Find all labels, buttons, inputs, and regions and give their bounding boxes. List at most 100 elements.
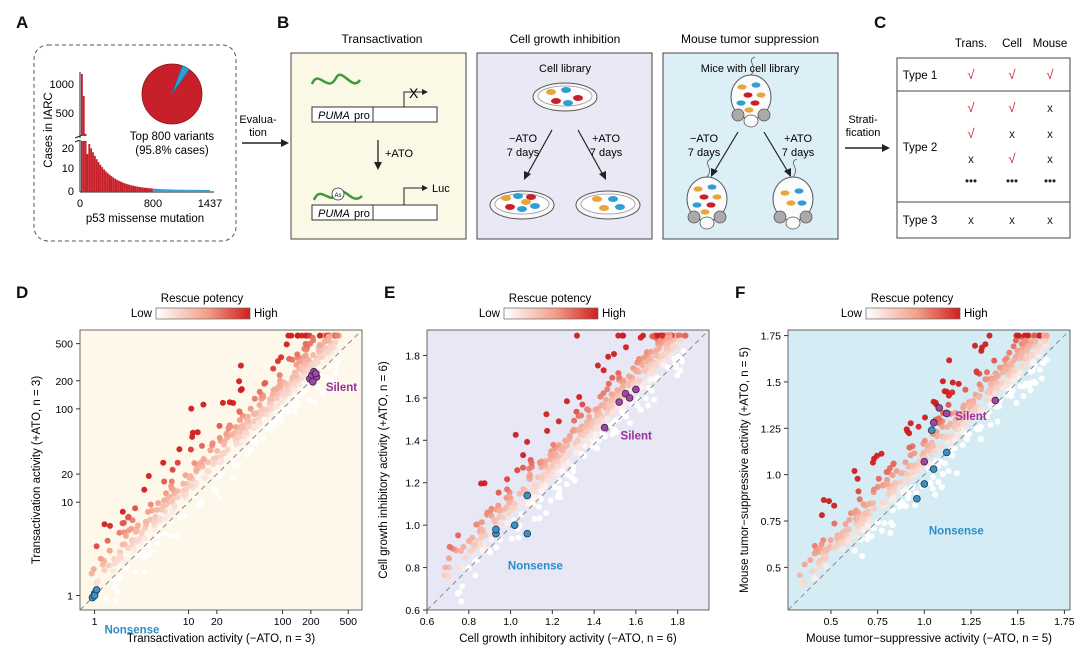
data-point [901, 502, 908, 509]
mouse-arrow-right [763, 131, 789, 173]
data-point [209, 440, 216, 447]
data-point [831, 520, 838, 527]
histogram-bar [165, 189, 168, 192]
tumor-cell [744, 107, 754, 113]
data-point [1027, 387, 1034, 394]
data-point [316, 353, 323, 360]
data-point [230, 458, 236, 465]
data-point [105, 562, 112, 569]
stratification-arrowhead [882, 144, 890, 152]
data-point [314, 384, 321, 391]
data-point [912, 501, 919, 508]
data-point [260, 435, 266, 442]
y-tick-label: 0.75 [761, 516, 782, 528]
data-point [524, 500, 531, 507]
histogram-bar [97, 162, 100, 192]
data-point [619, 332, 626, 339]
y-tick-label: 1.5 [766, 377, 781, 389]
tss-arrowhead-2 [422, 185, 428, 191]
data-point [660, 357, 667, 364]
histogram-bar [154, 188, 157, 192]
data-point [112, 584, 118, 591]
data-point [319, 389, 326, 396]
arsenic-atom [331, 187, 345, 201]
data-point [984, 397, 991, 403]
data-point [571, 417, 578, 424]
data-point [324, 374, 331, 381]
data-point [820, 497, 827, 503]
data-point [168, 533, 175, 540]
data-point [216, 434, 223, 441]
data-point [903, 426, 910, 433]
data-point [101, 521, 108, 528]
panel-label-d: D [16, 283, 28, 302]
rescue-potency-legend: Rescue potency Low High [479, 293, 626, 320]
data-point [187, 482, 194, 489]
data-point [509, 535, 515, 542]
data-point [232, 424, 239, 431]
data-point [535, 503, 542, 510]
data-point [168, 478, 175, 485]
data-point [245, 423, 252, 430]
data-point [966, 403, 973, 410]
data-point [939, 423, 946, 430]
data-point [937, 443, 944, 450]
data-point [676, 332, 683, 339]
data-point [191, 460, 198, 467]
scatter-panel-e: Silent Nonsense 0.6 0.8 1.0 1.2 1.4 1.6 1.8 0.6 0.… [378, 293, 710, 645]
data-point [487, 508, 494, 515]
data-point [907, 420, 914, 427]
mouse-head [785, 216, 801, 230]
data-point [553, 463, 560, 470]
data-point [909, 469, 916, 476]
nonsense-point [928, 426, 936, 434]
data-point [978, 386, 985, 393]
dish-plus-ato [575, 190, 641, 220]
data-point [613, 405, 620, 412]
data-point [889, 522, 896, 529]
data-point [138, 529, 145, 536]
dish-minus-ato [489, 190, 555, 220]
histogram-bar [95, 159, 98, 192]
cell [521, 199, 531, 205]
data-point [236, 417, 243, 424]
data-point [493, 544, 500, 551]
y-tick-label: 1.2 [405, 478, 420, 490]
panel-c-mark-check: √ [1008, 67, 1016, 82]
data-point [125, 514, 131, 521]
data-point [627, 420, 633, 426]
data-point [629, 401, 636, 408]
data-point [646, 377, 653, 384]
data-point [288, 332, 295, 339]
mouse-tail [706, 158, 712, 178]
data-point [150, 518, 157, 525]
data-point [608, 391, 615, 398]
data-point [1043, 332, 1050, 339]
mouse-arrow-left [713, 131, 739, 173]
data-point [647, 348, 654, 355]
data-point [897, 479, 904, 486]
data-point [131, 568, 138, 575]
histogram-bar [180, 189, 183, 192]
tss-arrow-1 [403, 91, 424, 107]
data-point [599, 429, 605, 436]
data-point [330, 376, 337, 383]
data-point [559, 467, 566, 474]
data-point [267, 426, 274, 433]
data-point [219, 399, 226, 406]
data-point [486, 548, 493, 555]
histogram-bar [92, 152, 94, 192]
tumor-cell [712, 194, 722, 200]
data-point [593, 444, 600, 451]
cell-arrowhead-left [524, 171, 531, 180]
data-point [444, 572, 451, 579]
data-point [520, 486, 527, 493]
data-point [200, 401, 207, 408]
data-point [874, 452, 880, 459]
data-point [638, 361, 645, 368]
data-point [818, 512, 825, 519]
data-point [273, 403, 280, 410]
mouse-ear [799, 210, 813, 224]
data-point [942, 460, 948, 467]
data-point [814, 566, 821, 573]
